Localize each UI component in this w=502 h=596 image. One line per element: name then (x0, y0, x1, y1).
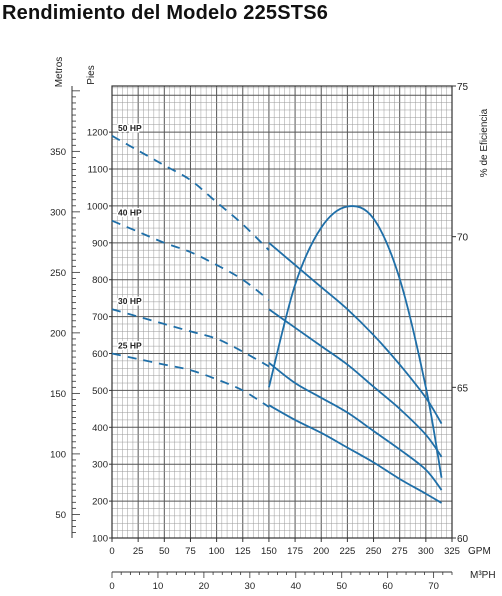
x-tick-label-gpm: 275 (392, 546, 408, 557)
x-tick-label-gpm: 75 (185, 546, 196, 557)
y-tick-label-pies: 500 (92, 386, 108, 397)
y-tick-label-efficiency: 75 (457, 82, 469, 93)
x-tick-label-gpm: 300 (418, 546, 434, 557)
y-tick-label-pies: 400 (92, 423, 108, 434)
y-tick-label-pies: 1100 (88, 165, 108, 176)
y-tick-label-pies: 1000 (87, 201, 108, 212)
x-tick-label-gpm: 150 (261, 546, 277, 557)
y-tick-label-pies: 800 (92, 275, 108, 286)
y-tick-label-metros: 50 (55, 510, 66, 521)
series-line-25-hp (268, 404, 442, 504)
y-tick-label-pies: 200 (92, 497, 108, 508)
x-tick-label-m3ph: 10 (153, 581, 164, 592)
plot-frame (111, 85, 453, 539)
x-tick-label-gpm: 100 (209, 546, 225, 557)
x-tick-label-gpm: 175 (287, 546, 303, 557)
series-line-50-hp (268, 242, 443, 425)
y-tick-label-efficiency: 65 (457, 383, 469, 394)
y-tick-label-pies: 700 (92, 312, 108, 323)
y-tick-label-pies: 300 (92, 460, 108, 471)
series-label-25-hp: 25 HP (118, 341, 142, 351)
series-label-40-hp: 40 HP (118, 208, 142, 218)
series-line-40-hp (268, 308, 443, 458)
y-tick-label-efficiency: 60 (457, 534, 469, 545)
x-tick-label-gpm: 25 (133, 546, 144, 557)
x-tick-label-gpm: 225 (339, 546, 355, 557)
series-line-dashed-25-hp (111, 352, 270, 408)
y-tick-label-metros: 300 (50, 207, 66, 218)
x-tick-label-m3ph: 70 (428, 581, 439, 592)
x-axis-label-m3ph: M³PH (470, 570, 496, 581)
series-line-dashed-30-hp (111, 308, 270, 368)
y-tick-label-pies: 600 (92, 349, 108, 360)
series-line-efficiency (268, 205, 443, 478)
series-label-50-hp: 50 HP (118, 123, 142, 133)
x-tick-label-gpm: 125 (235, 546, 251, 557)
y-axis-label-metros: Metros (54, 57, 65, 88)
x-axis-label-gpm: GPM (468, 546, 491, 557)
y-tick-label-metros: 150 (50, 389, 66, 400)
x-tick-label-m3ph: 30 (245, 581, 256, 592)
y-tick-label-pies: 900 (92, 238, 108, 249)
y-tick-label-pies: 100 (92, 534, 108, 545)
y-tick-label-pies: 1200 (87, 128, 108, 139)
x-tick-label-m3ph: 40 (290, 581, 301, 592)
y-axis-label-pies: Pies (86, 65, 97, 84)
series-line-30-hp (268, 362, 443, 491)
x-tick-label-gpm: 50 (159, 546, 170, 557)
y-axis-label-efficiency: % de Eficiencia (479, 108, 490, 177)
x-tick-label-gpm: 325 (444, 546, 460, 557)
chart-title: Rendimiento del Modelo 225STS6 (2, 2, 329, 24)
x-tick-label-gpm: 250 (366, 546, 382, 557)
x-tick-label-gpm: 0 (109, 546, 114, 557)
x-tick-label-m3ph: 20 (199, 581, 210, 592)
y-tick-label-metros: 350 (50, 147, 66, 158)
y-tick-label-metros: 100 (50, 449, 66, 460)
series-line-dashed-40-hp (111, 219, 270, 301)
series-label-30-hp: 30 HP (118, 296, 142, 306)
x-tick-label-gpm: 200 (313, 546, 329, 557)
y-tick-label-efficiency: 70 (457, 233, 469, 244)
x-tick-label-m3ph: 50 (336, 581, 347, 592)
x-tick-label-m3ph: 0 (109, 581, 114, 592)
y-tick-label-metros: 200 (50, 328, 66, 339)
x-tick-label-m3ph: 60 (382, 581, 393, 592)
y-tick-label-metros: 250 (50, 268, 66, 279)
